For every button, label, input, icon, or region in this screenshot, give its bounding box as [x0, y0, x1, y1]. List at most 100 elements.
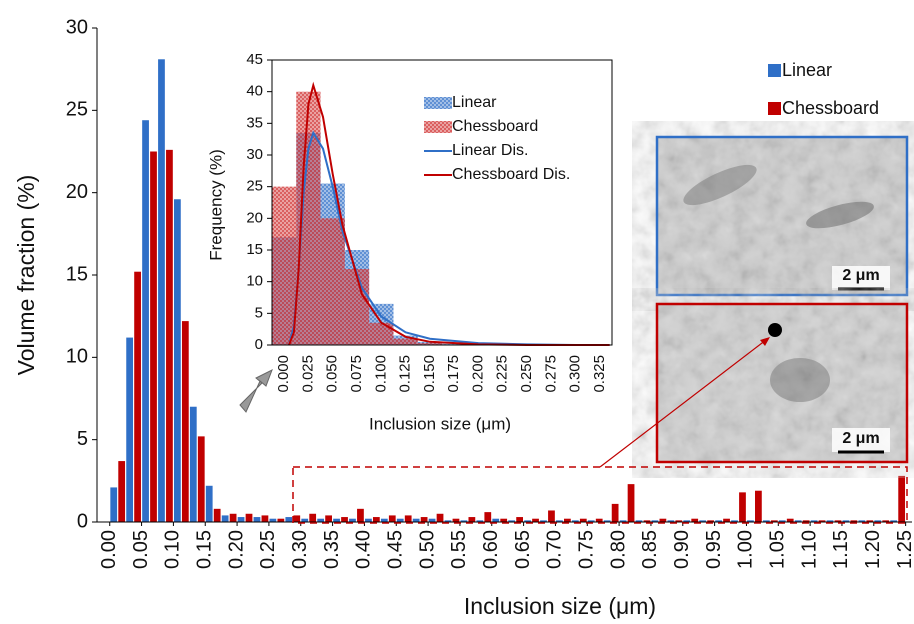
bar: [221, 515, 229, 522]
bar: [393, 338, 418, 345]
bar: [365, 518, 372, 522]
bar: [563, 518, 571, 522]
bar: [595, 518, 603, 522]
x-axis-label: Inclusion size (μm): [369, 414, 511, 433]
micrograph-border: [655, 135, 909, 297]
legend-swatch: [424, 97, 452, 109]
x-tick-label: 0.65: [512, 530, 534, 569]
bar: [333, 518, 340, 522]
x-tick-label: 0.325: [591, 355, 608, 393]
bar: [237, 517, 245, 522]
bar: [269, 518, 277, 522]
bar: [285, 517, 293, 522]
bar: [858, 520, 866, 522]
bar: [468, 517, 476, 522]
bar: [293, 515, 301, 522]
bar: [118, 461, 126, 522]
bar: [150, 151, 157, 522]
bar: [325, 515, 332, 522]
x-tick-label: 0.60: [480, 530, 502, 569]
x-tick-label: 0.300: [567, 355, 584, 393]
bar: [524, 520, 531, 522]
micrograph-feature: [806, 201, 874, 229]
bar: [349, 518, 356, 522]
x-tick-label: 0.50: [416, 530, 438, 569]
micrograph-feature: [770, 358, 830, 402]
bar: [492, 518, 500, 522]
micrograph-chessboard: 2 μm: [655, 302, 909, 464]
bar: [834, 520, 842, 522]
bar: [540, 520, 547, 522]
y-tick-label: 20: [246, 209, 263, 226]
x-tick-label: 1.25: [894, 530, 914, 569]
bar: [755, 490, 762, 522]
y-tick-label: 15: [246, 241, 263, 258]
x-tick-label: 1.10: [798, 530, 820, 569]
bar: [380, 518, 388, 522]
bar: [659, 518, 667, 522]
bar: [667, 520, 675, 522]
bar: [126, 337, 134, 522]
bar: [436, 513, 444, 522]
x-tick-label: 1.20: [862, 530, 884, 569]
bar: [261, 515, 269, 522]
bar: [731, 520, 738, 522]
y-tick-label: 5: [255, 304, 263, 321]
legend-swatch: [768, 102, 781, 115]
bar: [253, 517, 261, 522]
x-tick-label: 0.55: [448, 530, 470, 569]
bar: [882, 520, 890, 522]
x-tick-label: 1.00: [735, 530, 757, 569]
bar: [850, 520, 858, 522]
x-tick-label: 0.90: [671, 530, 693, 569]
scale-bg: [832, 266, 890, 290]
bar: [619, 520, 627, 522]
bar: [158, 59, 165, 522]
x-tick-label: 0.225: [494, 355, 511, 393]
bar: [309, 513, 317, 522]
x-tick-label: 0.250: [518, 355, 535, 393]
bar: [683, 520, 691, 522]
bar: [134, 271, 141, 522]
x-axis-label: Inclusion size (μm): [464, 593, 656, 619]
bar: [611, 503, 619, 522]
bar: [166, 149, 173, 522]
bar: [396, 518, 404, 522]
x-tick-label: 0.175: [445, 355, 462, 393]
bar: [747, 520, 754, 522]
bar: [651, 520, 659, 522]
y-tick-label: 40: [246, 83, 263, 100]
bar: [213, 508, 221, 522]
x-tick-label: 0.95: [703, 530, 725, 569]
scale-label: 2 μm: [842, 267, 879, 284]
bar: [635, 520, 643, 522]
background-layer: 0 5 10 15 20 25 30 0.00 0.05 0.10 0.15 0.20 0.25 0.30…: [13, 16, 914, 619]
legend-label: Chessboard: [452, 118, 538, 135]
y-axis-label: Volume fraction (%): [13, 175, 39, 376]
bar: [428, 518, 436, 522]
scale-bg: [832, 428, 890, 452]
bar: [272, 186, 297, 345]
bar: [508, 520, 516, 522]
legend-label: Chessboard Dis.: [452, 166, 570, 183]
y-tick-label: 30: [66, 16, 88, 38]
bar: [778, 520, 786, 522]
bar: [587, 520, 595, 522]
legend-label: Linear Dis.: [452, 142, 528, 159]
y-tick-label: 30: [246, 146, 263, 163]
micrograph-feature: [683, 164, 757, 206]
bar: [603, 520, 611, 522]
bar: [189, 406, 197, 522]
y-tick-label: 25: [66, 99, 88, 121]
bar: [898, 475, 906, 522]
bar: [762, 520, 770, 522]
x-tick-label: 1.05: [767, 530, 789, 569]
bar: [357, 508, 364, 522]
foreground-layer: 0 5 10 15 20 25 30 35 40 45 0.000 0.025 0.050 0.075 0.…: [206, 51, 613, 433]
inclusion-particle: [768, 323, 782, 337]
x-tick-label: 0.050: [324, 355, 341, 393]
x-tick-label: 0.35: [321, 530, 343, 569]
bar: [344, 269, 370, 345]
x-tick-label: 0.20: [225, 530, 247, 569]
